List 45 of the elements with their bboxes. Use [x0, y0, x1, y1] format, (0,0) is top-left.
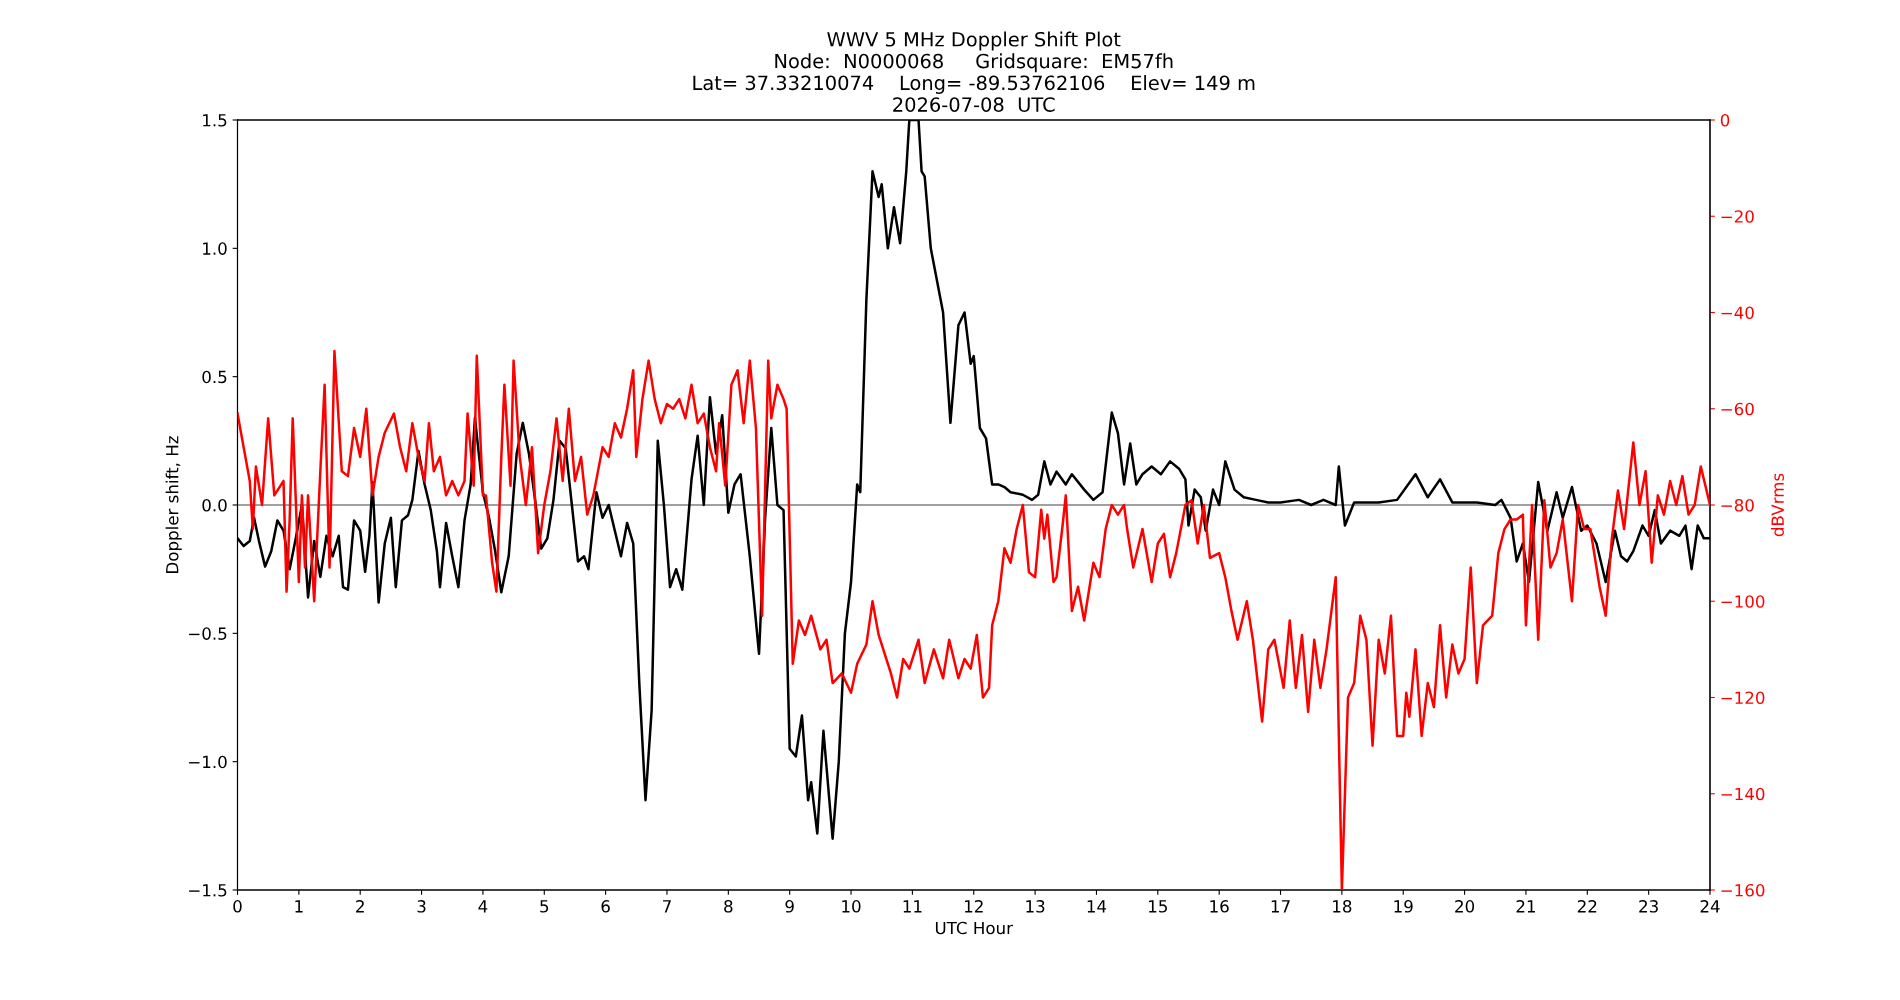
y2-tick-label: 0: [1720, 113, 1730, 127]
x-tick-label: 16: [1210, 900, 1229, 913]
x-tick-label: 19: [1394, 900, 1413, 913]
y-tick-label: 1.5: [203, 114, 227, 127]
y-tick-label: 0.5: [202, 370, 227, 384]
x-tick-label: 8: [724, 900, 733, 913]
y-tick-label: −1.5: [189, 884, 227, 897]
x-tick-label: 22: [1577, 900, 1597, 913]
x-tick-label: 17: [1271, 900, 1290, 913]
x-tick-label: 4: [478, 900, 488, 913]
y2-tick-label: −120: [1721, 691, 1765, 705]
y2-tick-label: −140: [1721, 787, 1765, 801]
x-tick-label: 10: [842, 900, 861, 913]
x-tick-label: 0: [233, 900, 242, 913]
x-tick-label: 18: [1333, 900, 1352, 913]
x-tick-label: 15: [1149, 900, 1167, 913]
y-tick-label: 0.0: [202, 498, 227, 512]
y-tick-label: 1.0: [203, 242, 227, 255]
x-tick-label: 13: [1026, 900, 1045, 913]
y2-tick-label: −100: [1721, 595, 1765, 608]
x-tick-label: 1: [295, 900, 303, 913]
x-tick-label: 6: [601, 900, 610, 913]
x-tick-label: 2: [356, 900, 364, 913]
chart-title: WWV 5 MHz Doppler Shift Plot Node: N0000068 Gridsquare: EM57fh Lat= 37.33210074 Long= -89.53762106 Elev= 149 m 2026-07-08 UTC: [693, 31, 1255, 112]
x-axis-title: UTC Hour: [935, 921, 1013, 935]
x-tick-label: 24: [1700, 900, 1720, 913]
x-tick-label: 21: [1516, 900, 1535, 913]
x-tick-label: 11: [903, 900, 922, 913]
y2-tick-label: −160: [1721, 883, 1765, 897]
x-tick-label: 20: [1455, 900, 1475, 913]
y2-tick-label: −80: [1721, 498, 1754, 512]
y2-tick-label: −60: [1721, 402, 1754, 416]
x-tick-label: 12: [964, 900, 983, 913]
x-tick-label: 7: [663, 900, 671, 913]
x-tick-label: 23: [1639, 900, 1658, 913]
y-tick-label: −0.5: [189, 627, 227, 640]
x-tick-label: 5: [540, 900, 549, 913]
y2-axis-title: dBVrms: [1771, 473, 1784, 537]
y2-tick-label: −20: [1721, 210, 1754, 223]
x-tick-label: 14: [1087, 900, 1107, 913]
y-tick-label: −1.0: [189, 755, 227, 769]
x-tick-label: 3: [417, 900, 426, 913]
x-tick-label: 9: [785, 900, 794, 913]
y-axis-title: Doppler shift, Hz: [165, 436, 182, 573]
y2-tick-label: −40: [1721, 306, 1754, 320]
